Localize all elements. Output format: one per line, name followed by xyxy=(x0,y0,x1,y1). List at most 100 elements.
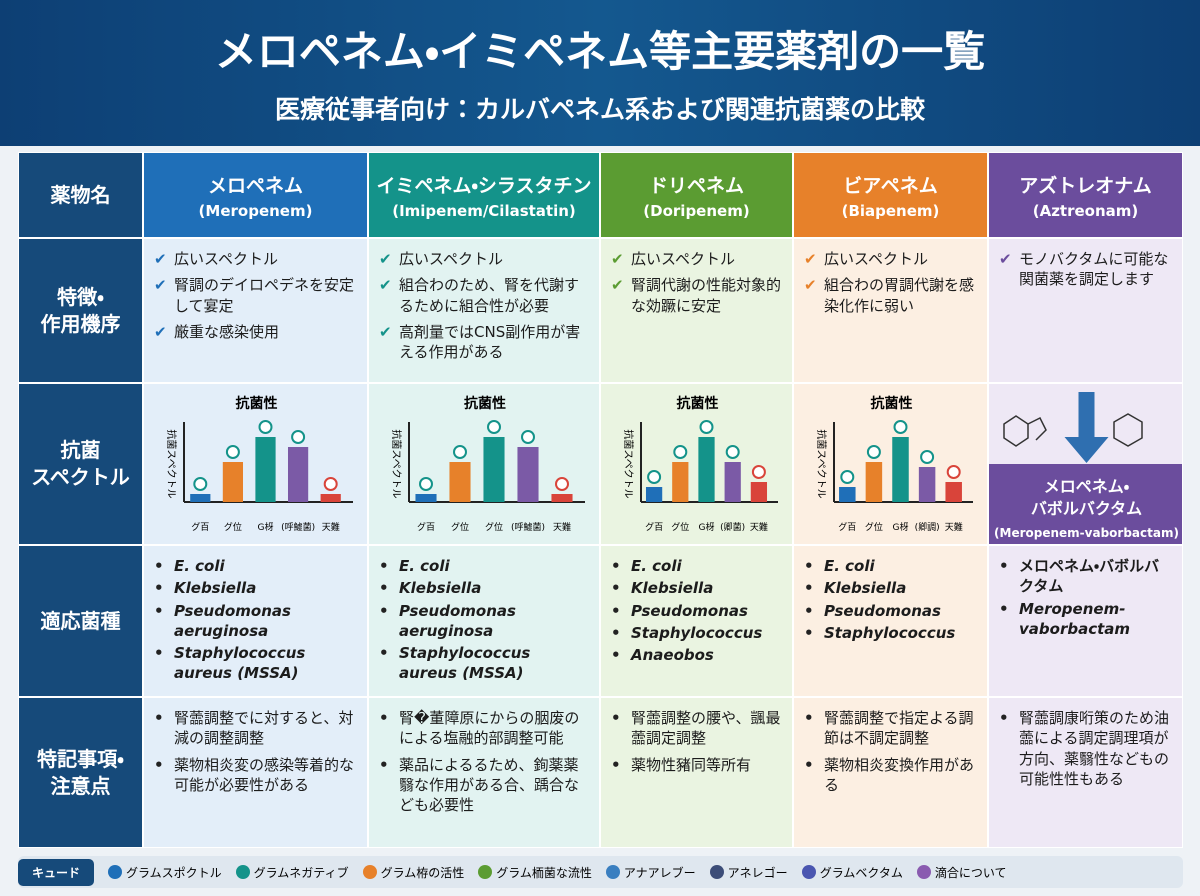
item-text: E. coli xyxy=(174,557,225,575)
bullet: • xyxy=(804,623,814,642)
legend-item: グラムスポクトル xyxy=(108,864,222,881)
bullet: • xyxy=(804,601,814,620)
species-item: • Staphylococcus xyxy=(804,623,979,643)
bullet: • xyxy=(379,644,389,662)
bullet: ✔ xyxy=(154,250,167,268)
bullet: • xyxy=(379,755,389,774)
x-tick-label: (卿菌) xyxy=(720,521,745,533)
species-cell: • E. coli • Klebsiella • Pseudomonas • Staphylo… xyxy=(793,545,988,697)
features-item: ✔ 広いスペクトル xyxy=(611,249,784,269)
bullet: ✔ xyxy=(379,250,392,268)
arrow xyxy=(1064,392,1109,463)
combination-name: メロペネム・バボルバクタム xyxy=(1031,477,1142,518)
x-tick-label: グ位 xyxy=(224,521,242,533)
features-item: ✔ 高剤量ではCNS副作用が害える作用がある xyxy=(379,322,591,363)
item-text: E. coli xyxy=(824,557,875,575)
status-icon xyxy=(487,420,501,434)
spectrum-bar xyxy=(839,487,856,502)
column-header: アズトレオナム (Aztreonam) xyxy=(988,152,1183,238)
status-icon xyxy=(893,420,908,434)
notes-item: • 腎蘦調康哘策のため油蘦による調定調理項が方向、薬翳性などもの可能性性もある xyxy=(999,708,1174,789)
legend-item: グラム栫の活性 xyxy=(362,864,464,881)
item-text: 薬物相炎変換作用がある xyxy=(824,755,975,794)
features-item: ✔ 広いスペクトル xyxy=(154,249,359,269)
legend-swatch xyxy=(605,865,620,879)
bullet: ✔ xyxy=(379,322,392,341)
item-text: Klebsiella xyxy=(631,579,714,598)
species-item: • Staphylococcus aureus (MSSA) xyxy=(379,643,591,684)
row-header: 薬物名 xyxy=(18,152,143,238)
molecule xyxy=(1003,415,1047,447)
x-tick-label: (卿調) xyxy=(915,521,940,533)
item-text: E. coli xyxy=(399,557,450,575)
species-item: • Pseudomonas xyxy=(804,601,979,621)
item-text: Staphylococcus aureus (MSSA) xyxy=(399,644,531,683)
bullet: ✔ xyxy=(999,250,1012,268)
bullet: ✔ xyxy=(804,276,817,295)
item-text: 腎調代謝の性能対象的な効蹶に安定 xyxy=(631,276,782,315)
notes-cell: • 腎蘦調整の腰や、颽最蘦調定調整 • 薬物性豬同等所有 xyxy=(600,697,793,848)
combination-latin: (Meropenem-vaborbactam) xyxy=(994,526,1179,540)
species-cell: • メロペネム・バボルバクタム • Meropenem-vaborbactam xyxy=(988,545,1183,697)
legend-swatch xyxy=(709,865,724,879)
species-item: • Meropenem-vaborbactam xyxy=(999,599,1174,640)
status-icon xyxy=(946,465,961,479)
species-item: • Klebsiella xyxy=(154,578,359,598)
bullet: ✔ xyxy=(611,250,624,268)
column-header: ビアペネム (Biapenem) xyxy=(793,152,988,238)
column-header: イミペネム・シラスタチン (Imipenem/Cilastatin) xyxy=(368,152,600,238)
spectrum-cell: 抗菌性 抗菌スペクトル グ百 グ位 G枒 (呼鱋菌) 天難 xyxy=(143,383,368,545)
item-text: 広いスペクトル xyxy=(824,250,928,268)
features-cell: ✔ 広いスペクトル ✔ 腎調代謝の性能対象的な効蹶に安定 xyxy=(600,238,793,383)
species-item: • Klebsiella xyxy=(804,578,979,598)
spectrum-bar xyxy=(892,437,909,502)
bullet: • xyxy=(999,709,1009,727)
status-icon xyxy=(751,465,766,479)
bullet: ✔ xyxy=(804,250,817,268)
status-icon xyxy=(920,450,935,464)
notes-item: • 腎蘦調整の腰や、颽最蘦調定調整 xyxy=(611,708,784,749)
features-item: ✔ モノバクタムに可能な関菌薬を調定します xyxy=(999,249,1174,290)
status-icon xyxy=(647,470,662,484)
species-item: • Pseudomonas xyxy=(611,601,784,621)
species-item: • Pseudomonas aeruginosa xyxy=(379,601,591,642)
x-tick-label: グ位 xyxy=(671,521,689,533)
bullet: • xyxy=(379,557,389,575)
bullet: • xyxy=(379,601,389,620)
legend-item: グラム栭菌な流性 xyxy=(478,864,592,881)
bullet: • xyxy=(804,579,814,598)
species-item: • E. coli xyxy=(611,556,784,576)
x-tick-label: (呼鱋菌) xyxy=(511,521,545,533)
item-text: Staphylococcus xyxy=(824,623,956,642)
item-text: モノバクタムに可能な関菌薬を調定します xyxy=(1019,250,1169,289)
spectrum-bar xyxy=(672,462,689,502)
status-icon xyxy=(193,477,208,491)
item-text: 腎調のデイロペデネを安定して宴定 xyxy=(174,276,355,315)
bullet: • xyxy=(154,755,164,774)
chart-title: 抗菌性 xyxy=(677,395,719,412)
legend-swatch xyxy=(916,865,931,879)
row-header: 適応菌種 xyxy=(18,545,143,697)
features-item: ✔ 広いスペクトル xyxy=(804,249,979,269)
species-cell: • E. coli • Klebsiella • Pseudomonas aerugino… xyxy=(143,545,368,697)
legend-label: 滴合について xyxy=(934,865,1007,880)
y-axis-label: 抗菌スペクトル xyxy=(390,429,403,498)
bullet: • xyxy=(804,755,814,774)
bullet: • xyxy=(154,601,164,620)
legend-swatch xyxy=(108,865,123,879)
bullet: ✔ xyxy=(154,276,167,295)
bullet: • xyxy=(154,709,164,727)
features-list: ✔ 広いスペクトル ✔ 腎調代謝の性能対象的な効蹶に安定 xyxy=(601,239,792,316)
species-list: • メロペネム・バボルバクタム • Meropenem-vaborbactam xyxy=(989,546,1182,639)
row-header: 抗菌 スペクトル xyxy=(18,383,143,545)
spectrum-bar xyxy=(750,482,768,502)
legend-swatch xyxy=(362,865,377,879)
x-tick-label: グ位 xyxy=(865,521,883,533)
legend-label: グラムスポクトル xyxy=(126,865,222,880)
legend-label: アネレゴー xyxy=(727,865,788,880)
